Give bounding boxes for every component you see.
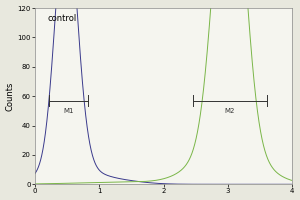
- Text: control: control: [47, 14, 76, 23]
- Y-axis label: Counts: Counts: [6, 81, 15, 111]
- Text: M1: M1: [63, 108, 74, 114]
- Text: M2: M2: [224, 108, 235, 114]
